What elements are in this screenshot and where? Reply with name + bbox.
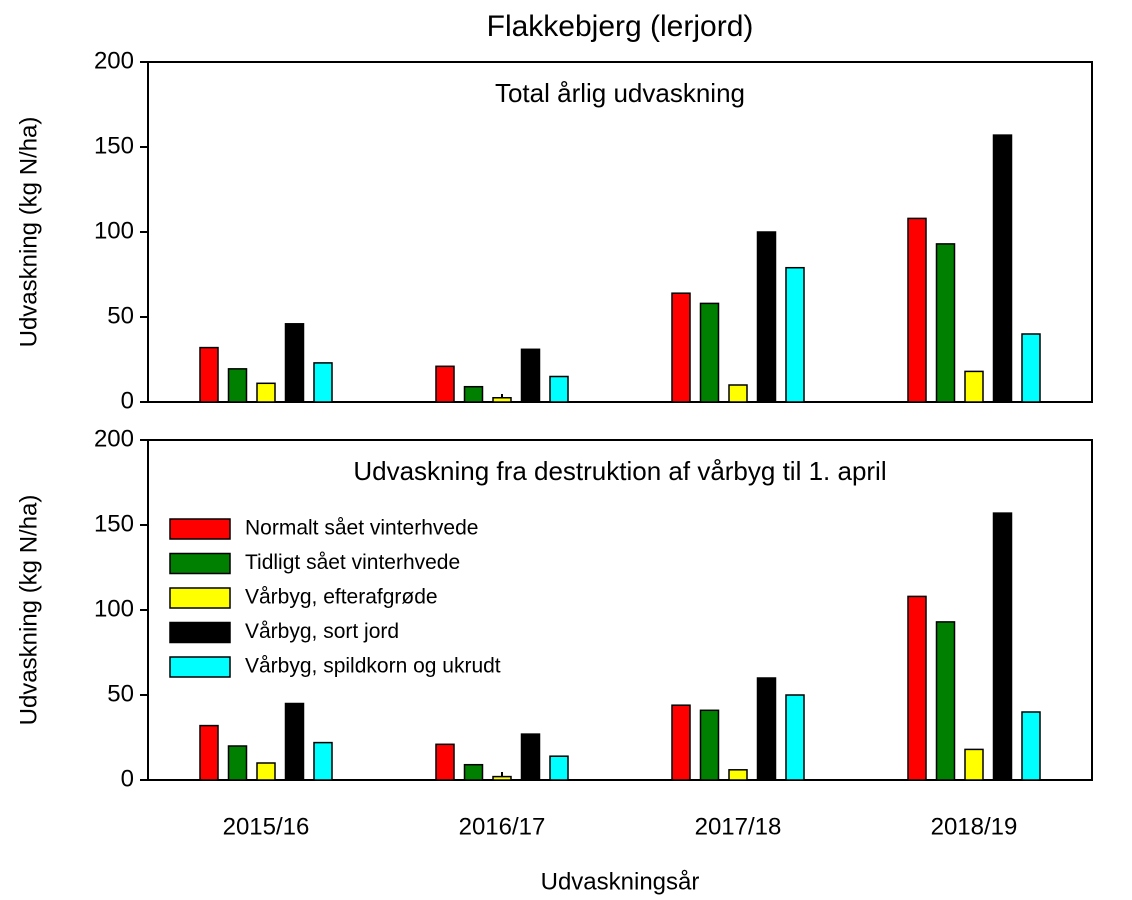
legend-swatch	[169, 656, 231, 678]
bar	[992, 134, 1013, 403]
bar	[699, 709, 720, 781]
bar	[785, 266, 805, 403]
legend-label: Vårbyg, efterafgrøde	[245, 586, 438, 609]
bar	[728, 384, 748, 403]
bar	[671, 704, 691, 781]
bar	[785, 694, 805, 781]
bar	[492, 397, 512, 403]
bar	[935, 621, 956, 781]
bar	[1021, 711, 1041, 781]
legend-label: Vårbyg, spildkorn og ukrudt	[245, 655, 501, 678]
bar	[964, 748, 984, 781]
bar	[699, 302, 720, 403]
legend-swatch	[169, 518, 231, 540]
panel-title: Total årlig udvaskning	[495, 78, 745, 108]
bar	[313, 741, 333, 781]
bar	[313, 362, 333, 403]
y-tick-label: 150	[94, 132, 134, 159]
x-tick-label: 2017/18	[695, 813, 782, 840]
bar	[756, 677, 777, 781]
y-tick-label: 0	[121, 387, 134, 414]
y-tick-label: 200	[94, 47, 134, 74]
bar	[284, 323, 305, 403]
panel-title: Udvaskning fra destruktion af vårbyg til…	[353, 456, 886, 486]
bar	[435, 365, 455, 403]
bar	[199, 346, 219, 403]
bar	[964, 370, 984, 403]
bar	[199, 724, 219, 781]
y-axis-label: Udvaskning (kg N/ha)	[15, 495, 42, 726]
bar	[227, 745, 248, 781]
bar	[256, 762, 276, 781]
y-tick-label: 150	[94, 510, 134, 537]
bar	[520, 348, 541, 403]
bar	[549, 375, 569, 403]
y-axis-label: Udvaskning (kg N/ha)	[15, 117, 42, 348]
legend-label: Vårbyg, sort jord	[245, 620, 399, 643]
bar	[907, 595, 927, 781]
bar	[227, 368, 248, 403]
figure-title: Flakkebjerg (lerjord)	[487, 10, 754, 43]
legend-swatch	[169, 587, 231, 609]
x-tick-label: 2018/19	[931, 813, 1018, 840]
y-tick-label: 50	[107, 302, 134, 329]
y-tick-label: 0	[121, 765, 134, 792]
bar	[907, 217, 927, 403]
x-tick-label: 2016/17	[459, 813, 546, 840]
legend-label: Normalt sået vinterhvede	[245, 517, 478, 540]
bar	[463, 763, 484, 781]
y-tick-label: 100	[94, 217, 134, 244]
bar	[435, 743, 455, 781]
y-tick-label: 50	[107, 680, 134, 707]
y-tick-label: 100	[94, 595, 134, 622]
bar	[1021, 333, 1041, 403]
bar	[671, 292, 691, 403]
legend-swatch	[169, 621, 231, 644]
bar	[728, 769, 748, 781]
legend-label: Tidligt sået vinterhvede	[245, 551, 460, 574]
bar	[992, 512, 1013, 781]
bar	[756, 231, 777, 403]
x-tick-label: 2015/16	[223, 813, 310, 840]
bar	[256, 382, 276, 403]
bar	[492, 775, 512, 781]
legend-swatch	[169, 552, 231, 575]
bar	[520, 733, 541, 781]
bar	[549, 755, 569, 781]
bar	[463, 385, 484, 403]
bar	[284, 702, 305, 781]
x-axis-label: Udvaskningsår	[541, 868, 700, 895]
bar	[935, 243, 956, 403]
y-tick-label: 200	[94, 425, 134, 452]
